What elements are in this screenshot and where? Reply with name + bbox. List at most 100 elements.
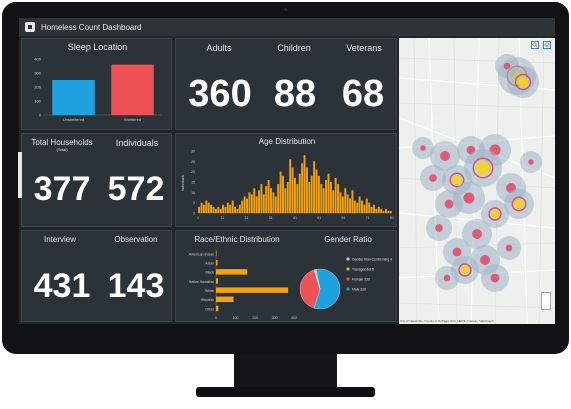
bar: [229, 204, 232, 213]
heat-ring: [514, 73, 532, 91]
veterans-label: Veterans: [346, 43, 382, 53]
bar: [224, 206, 227, 213]
pie-slice: [299, 269, 321, 309]
bar: [313, 161, 316, 213]
y-tick-label: 5: [193, 201, 195, 205]
bar: [217, 206, 220, 213]
heat-core: [429, 174, 437, 182]
bar: [279, 171, 282, 213]
x-tick-label: 31: [269, 216, 273, 220]
search-icon: [532, 42, 538, 48]
category-label: Other: [205, 307, 215, 311]
heat-ring: [511, 196, 527, 212]
bar: [238, 204, 241, 213]
heat-ring: [449, 172, 465, 188]
heat-ring: [488, 207, 502, 221]
bar: [260, 184, 263, 213]
legend-label: Gender Non-Conforming 4: [352, 257, 392, 261]
y-tick-label: 25: [191, 160, 195, 164]
gender-ratio-chart: Gender Non-Conforming 4 Transgender 5 Fema…: [299, 257, 392, 310]
legend-label: Transgender 5: [352, 267, 374, 271]
side-tab[interactable]: [18, 152, 22, 198]
total-households-label: Total Households: [31, 138, 93, 147]
bar: [346, 194, 349, 213]
sleep-location-chart: 0 100 200 300 400 Unsheltered Sheltered: [34, 57, 162, 122]
bar: [277, 184, 280, 213]
map-zoom-control[interactable]: [541, 292, 551, 310]
x-tick-label: 11: [220, 216, 224, 220]
y-tick-label: 100: [34, 99, 41, 104]
total-households-value: 377: [33, 170, 91, 208]
category-label: Asian: [205, 262, 214, 266]
category-label: White: [205, 289, 214, 293]
sleep-location-title: Sleep Location: [67, 42, 128, 52]
bar: [241, 200, 244, 213]
app-title: Homeless Count Dashboard: [41, 22, 142, 32]
heat-core: [443, 274, 451, 282]
x-tick-label: 21: [245, 216, 249, 220]
x-tick-label: 41: [293, 216, 297, 220]
bar: [216, 296, 234, 303]
layers-icon: [544, 42, 550, 48]
bar: [270, 188, 272, 213]
bar: [216, 278, 218, 284]
y-tick-label: 0: [193, 212, 195, 216]
bar: [236, 208, 239, 213]
demographics-panel: Race/Ethnic Distribution Gender Ratio Am…: [175, 230, 397, 322]
bar: [272, 192, 275, 213]
bar: [286, 182, 289, 213]
bar: [380, 208, 383, 213]
x-tick-label: 1: [197, 216, 199, 220]
bar: [303, 155, 306, 213]
category-label: American Indian: [189, 252, 214, 256]
map-attribution: City of Naperville, County of DuPage, Es…: [400, 319, 494, 323]
bar: [363, 204, 366, 213]
bar: [389, 210, 392, 213]
bar: [258, 190, 260, 213]
monitor-stand-neck: [234, 354, 337, 388]
x-tick-label: 81: [390, 216, 394, 220]
bar: [377, 206, 380, 213]
map-layers-button[interactable]: [543, 41, 551, 49]
bar: [317, 175, 320, 213]
heat-core: [528, 159, 534, 165]
map-search-button[interactable]: [531, 41, 539, 49]
bar: [246, 198, 248, 213]
x-tick-label: 400: [291, 316, 297, 320]
bar: [216, 250, 217, 257]
map-canvas[interactable]: [399, 38, 555, 324]
heat-core: [440, 151, 450, 161]
heat-core: [517, 76, 529, 88]
bar: [231, 200, 234, 213]
bar: [282, 175, 284, 213]
bar: [296, 184, 299, 213]
bar: [349, 198, 351, 213]
observation-value: 143: [107, 267, 165, 305]
adults-label: Adults: [206, 43, 232, 53]
bar: [322, 188, 325, 213]
bar: [200, 202, 203, 213]
bar: [339, 192, 342, 213]
legend-swatch: [346, 287, 350, 291]
heat-ring: [458, 263, 472, 277]
heat-ring: [472, 157, 494, 179]
bar: [375, 208, 378, 213]
legend-swatch: [346, 257, 350, 261]
x-tick-label: Unsheltered: [63, 117, 85, 122]
bar: [265, 186, 268, 213]
bar: [214, 208, 217, 213]
heat-core: [472, 229, 482, 239]
y-tick-label: 300: [34, 71, 41, 76]
bar: [329, 182, 332, 213]
heat-core: [452, 175, 462, 185]
bar: [284, 188, 287, 213]
age-distribution-panel: Age Distribution 0 5 10 15 20 25 30 Individuals…: [175, 133, 397, 227]
bar: [291, 167, 294, 213]
bar: [210, 204, 213, 213]
dashboard-screen: Homeless Count Dashboard Sleep Location …: [19, 18, 555, 324]
bar: [382, 210, 385, 213]
x-tick-label: 61: [342, 216, 346, 220]
bar: [111, 64, 154, 115]
map-view[interactable]: City of Naperville, County of DuPage, Es…: [399, 38, 555, 324]
